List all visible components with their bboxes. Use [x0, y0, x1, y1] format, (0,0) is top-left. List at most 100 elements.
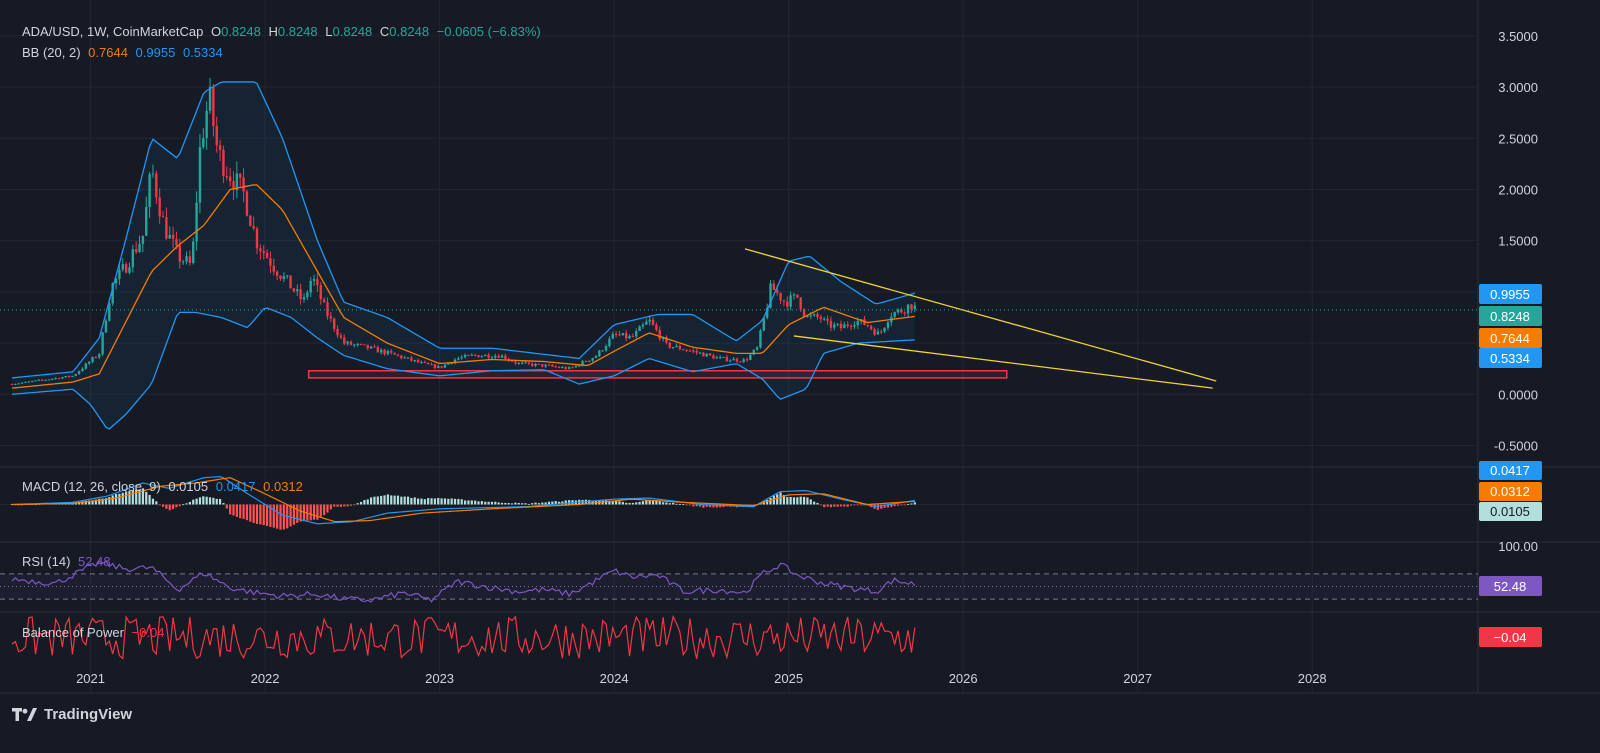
macd-hist-bar: [692, 504, 695, 507]
macd-hist-bar: [662, 502, 665, 505]
candle-body: [302, 297, 306, 300]
candle-body: [903, 312, 906, 314]
candle-body: [413, 360, 416, 362]
candle-body: [755, 347, 759, 350]
candle-body: [910, 304, 913, 310]
macd-hist-bar: [406, 496, 410, 505]
candle-body: [279, 275, 282, 279]
candle-body: [641, 324, 645, 327]
candle-body: [326, 302, 329, 317]
macd-hist-bar: [611, 500, 614, 505]
macd-hist-bar: [232, 504, 235, 516]
candle-body: [735, 358, 739, 362]
candle-body: [155, 173, 158, 198]
trendline-1: [744, 248, 1217, 382]
candle-body: [581, 361, 584, 366]
price-badge-label: 0.5334: [1490, 351, 1530, 366]
macd-hist-bar: [477, 501, 480, 505]
macd-hist-bar: [470, 500, 473, 505]
candle-body: [900, 309, 903, 313]
candle-body: [198, 147, 202, 203]
rsi-legend[interactable]: RSI (14) 52.48: [22, 554, 115, 569]
macd-hist-bar: [514, 502, 517, 505]
candle-body: [87, 361, 91, 364]
macd-hist-bar: [396, 495, 400, 505]
candle-body: [631, 336, 635, 338]
candle-body: [786, 301, 789, 307]
candle-body: [628, 336, 631, 339]
candle-body: [806, 316, 809, 318]
macd-hist-bar: [272, 504, 275, 528]
macd-hist-bar: [826, 504, 829, 507]
macd-hist-bar: [420, 498, 423, 505]
macd-hist-bar: [158, 504, 161, 506]
macd-hist-bar: [782, 495, 786, 505]
candle-body: [168, 234, 171, 239]
macd-hist-bar: [655, 500, 658, 505]
macd-hist-bar: [218, 498, 222, 505]
candle-body: [544, 364, 547, 367]
macd-hist-bar: [306, 504, 309, 521]
macd-hist-bar: [276, 504, 279, 529]
candle-body: [484, 354, 487, 357]
candle-body: [111, 283, 114, 304]
tradingview-logo[interactable]: TradingView: [12, 706, 132, 723]
macd-hist-bar: [380, 495, 383, 505]
candle-body: [802, 309, 806, 317]
candle-body: [722, 356, 725, 358]
macd-hist-bar: [504, 502, 507, 505]
macd-hist-bar: [118, 493, 121, 505]
candle-body: [440, 366, 443, 368]
bb-upper-line: [11, 81, 916, 379]
bb-legend[interactable]: BB (20, 2) 0.7644 0.9955 0.5334: [22, 45, 227, 60]
price-badge: [1479, 348, 1542, 368]
price-badge-label: 0.8248: [1490, 309, 1530, 324]
macd-hist-bar: [309, 504, 312, 521]
macd-hist-bar: [188, 501, 191, 505]
macd-hist-bar: [893, 504, 896, 507]
macd-hist-bar: [467, 500, 470, 505]
candle-body: [725, 356, 729, 362]
macd-hist-bar: [823, 504, 826, 508]
candle-body: [601, 350, 604, 352]
change-value: −0.0605 (−6.83%): [436, 24, 541, 39]
candle-body: [480, 356, 484, 358]
macd-hist-bar: [813, 501, 816, 505]
macd-badge-label: 0.0105: [1490, 504, 1530, 519]
macd-hist-bar: [708, 504, 712, 508]
macd-hist-bar: [192, 499, 195, 505]
candle-body: [319, 285, 322, 300]
candle-body: [239, 173, 242, 178]
rsi-tick-label: 100.00: [1498, 539, 1538, 554]
macd-hist-bar: [772, 495, 775, 505]
bb-basis-value: 0.7644: [88, 45, 128, 60]
macd-hist-bar: [141, 488, 144, 505]
candle-body: [20, 382, 24, 384]
macd-hist-bar: [296, 504, 299, 523]
macd-hist-bar: [705, 504, 708, 507]
macd-hist-bar: [430, 498, 433, 505]
macd-hist-bar: [853, 504, 856, 506]
macd-hist-bar: [205, 496, 208, 505]
candle-body: [61, 377, 64, 379]
candle-body: [336, 328, 339, 336]
macd-hist-bar: [796, 497, 799, 505]
candle-body: [913, 305, 917, 310]
candle-body: [729, 360, 732, 362]
macd-hist-bar: [860, 504, 863, 506]
candle-body: [705, 353, 708, 357]
macd-hist-bar: [591, 500, 594, 505]
macd-hist-bar: [517, 502, 520, 505]
candle-body: [473, 354, 477, 356]
candle-body: [17, 383, 20, 385]
candle-body: [843, 324, 846, 329]
macd-hist-bar: [279, 504, 282, 530]
macd-hist-bar: [685, 504, 688, 506]
bb-lower-value: 0.5334: [182, 45, 223, 60]
macd-hist-bar: [84, 500, 87, 505]
macd-hist-bar: [195, 498, 198, 505]
bop-legend[interactable]: Balance of Power −0.04: [22, 625, 168, 640]
candle-body: [54, 378, 57, 380]
candle-body: [772, 283, 776, 290]
macd-legend[interactable]: MACD (12, 26, close, 9) 0.0105 0.0417 0.…: [22, 479, 307, 494]
